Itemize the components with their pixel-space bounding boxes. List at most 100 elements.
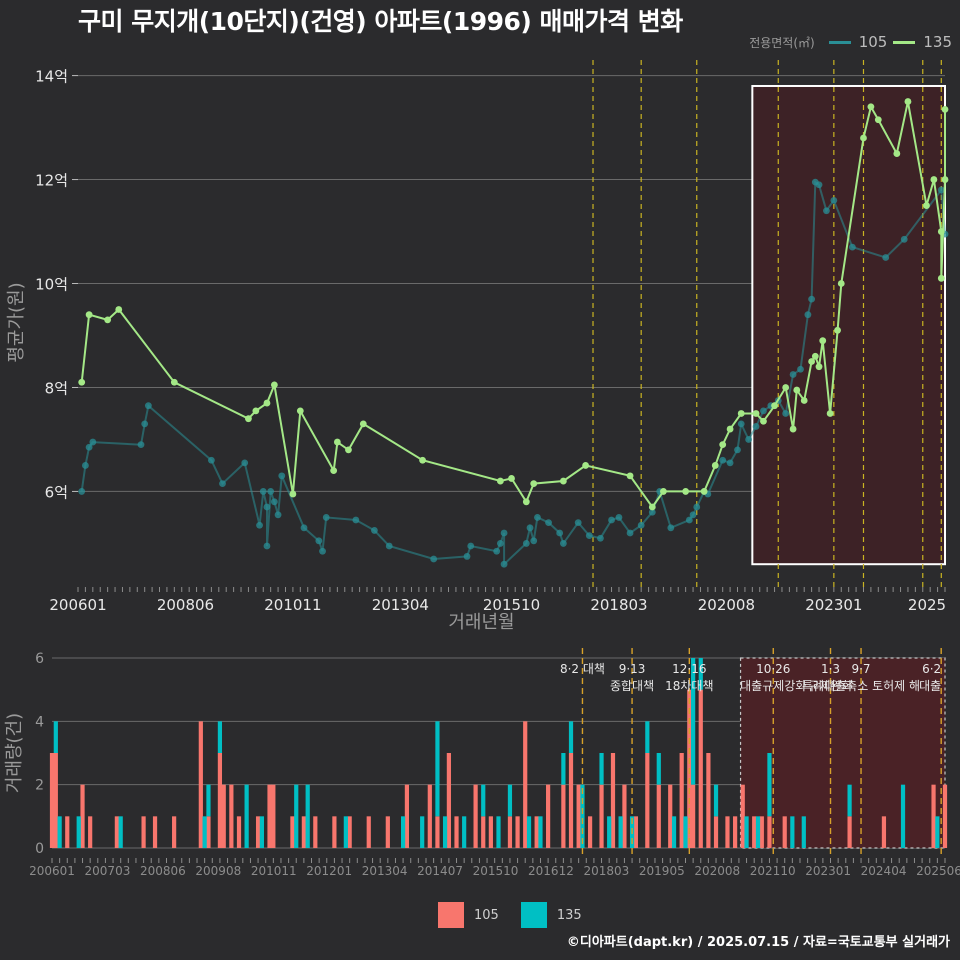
price-x-axis-title: 거래년월 xyxy=(448,612,514,633)
price-point-105 xyxy=(719,456,727,464)
volume-ytick-label: 2 xyxy=(35,778,44,794)
volume-bar-105 xyxy=(587,816,593,848)
price-point-105 xyxy=(496,540,504,547)
price-point-135 xyxy=(793,386,801,394)
legend-swatch-135 xyxy=(893,40,916,44)
price-point-105 xyxy=(626,529,634,537)
volume-bar-105 xyxy=(725,816,730,848)
price-point-135 xyxy=(800,397,808,404)
volume-bar-105 xyxy=(385,816,390,848)
price-point-135 xyxy=(904,98,912,105)
price-point-105 xyxy=(530,537,538,545)
price-point-105 xyxy=(144,402,152,410)
volume-bar-135 xyxy=(481,784,486,817)
price-point-135 xyxy=(626,472,634,480)
price-point-105 xyxy=(823,207,830,215)
legend-bottom: 105 135 xyxy=(438,902,604,928)
volume-bar-135 xyxy=(801,816,806,848)
volume-bar-105 xyxy=(752,816,757,848)
policy-annotation: 8·2 대책 xyxy=(560,661,605,676)
volume-bar-105 xyxy=(645,753,650,848)
volume-bar-135 xyxy=(294,784,299,848)
volume-bar-105 xyxy=(49,753,55,848)
volume-xtick-label: 201803 xyxy=(583,864,629,878)
price-point-105 xyxy=(385,542,393,550)
volume-bar-135 xyxy=(217,721,223,753)
price-point-135 xyxy=(837,280,845,287)
volume-bar-135 xyxy=(435,721,440,817)
price-ytick-label: 10억 xyxy=(35,276,68,294)
volume-bar-105 xyxy=(847,816,852,848)
price-point-105 xyxy=(815,181,823,189)
volume-xtick-label: 200601 xyxy=(29,864,75,878)
price-point-135 xyxy=(808,358,816,365)
price-point-135 xyxy=(700,488,708,495)
price-point-105 xyxy=(545,519,552,527)
volume-y-axis-title: 거래량(건) xyxy=(4,713,25,793)
volume-bar-135 xyxy=(343,816,348,848)
price-point-135 xyxy=(270,381,278,389)
volume-bar-135 xyxy=(561,753,566,785)
price-point-135 xyxy=(737,410,745,417)
volume-ytick-label: 0 xyxy=(35,841,44,857)
volume-bar-105 xyxy=(221,784,226,848)
volume-bar-135 xyxy=(53,721,58,753)
price-point-105 xyxy=(430,555,438,563)
price-point-105 xyxy=(737,420,745,428)
policy-annotation: 9·13 xyxy=(619,662,646,676)
policy-annotation: 대출 xyxy=(919,679,941,693)
policy-annotation: 9·7 xyxy=(851,662,870,676)
price-point-135 xyxy=(860,134,867,142)
volume-ytick-label: 6 xyxy=(35,651,44,667)
volume-bar-105 xyxy=(427,784,432,848)
price-point-105 xyxy=(82,462,89,469)
price-point-105 xyxy=(559,540,567,547)
volume-bar-105 xyxy=(152,816,158,848)
price-point-105 xyxy=(241,459,249,467)
volume-bar-105 xyxy=(576,784,581,848)
price-point-135 xyxy=(941,176,949,183)
volume-bar-105 xyxy=(454,816,459,848)
volume-bar-105 xyxy=(622,784,627,848)
legend-item-105: 105 xyxy=(828,33,887,51)
bottom-legend-swatch-105 xyxy=(438,902,464,928)
volume-bar-105 xyxy=(206,816,211,848)
price-point-105 xyxy=(804,311,812,319)
price-xtick-label: 202008 xyxy=(698,596,755,614)
volume-bar-105 xyxy=(267,784,272,848)
price-point-105 xyxy=(207,456,215,464)
volume-bar-105 xyxy=(507,816,513,848)
price-point-105 xyxy=(585,532,593,540)
policy-annotation: 규제완화 xyxy=(808,679,852,693)
price-xtick-label: 202301 xyxy=(805,596,862,614)
volume-bar-105 xyxy=(198,721,203,848)
price-point-105 xyxy=(500,560,508,568)
volume-xtick-label: 201510 xyxy=(473,864,519,878)
volume-bar-105 xyxy=(706,753,711,848)
volume-bar-105 xyxy=(931,784,936,848)
volume-bar-105 xyxy=(610,753,616,848)
price-xtick-label: 201304 xyxy=(372,596,429,614)
volume-xtick-label: 200908 xyxy=(195,864,241,878)
price-point-105 xyxy=(789,371,797,378)
volume-bar-135 xyxy=(462,816,467,848)
price-point-105 xyxy=(574,519,582,527)
price-point-105 xyxy=(556,529,564,537)
price-point-105 xyxy=(322,514,330,521)
price-point-135 xyxy=(245,415,252,423)
volume-bar-135 xyxy=(580,784,585,848)
price-point-135 xyxy=(508,475,515,482)
price-point-105 xyxy=(667,524,675,532)
volume-xtick-label: 202404 xyxy=(861,864,907,878)
volume-bar-105 xyxy=(633,816,638,848)
price-point-135 xyxy=(333,438,341,446)
price-point-105 xyxy=(267,488,275,495)
price-ytick-label: 6억 xyxy=(45,483,68,501)
volume-xtick-label: 200806 xyxy=(140,864,186,878)
policy-annotation: 6·2 xyxy=(922,662,941,676)
volume-bar-135 xyxy=(671,816,677,848)
volume-xtick-label: 202008 xyxy=(694,864,740,878)
volume-xtick-label: 201304 xyxy=(362,864,408,878)
price-point-105 xyxy=(726,459,734,467)
volume-bar-135 xyxy=(259,816,264,848)
